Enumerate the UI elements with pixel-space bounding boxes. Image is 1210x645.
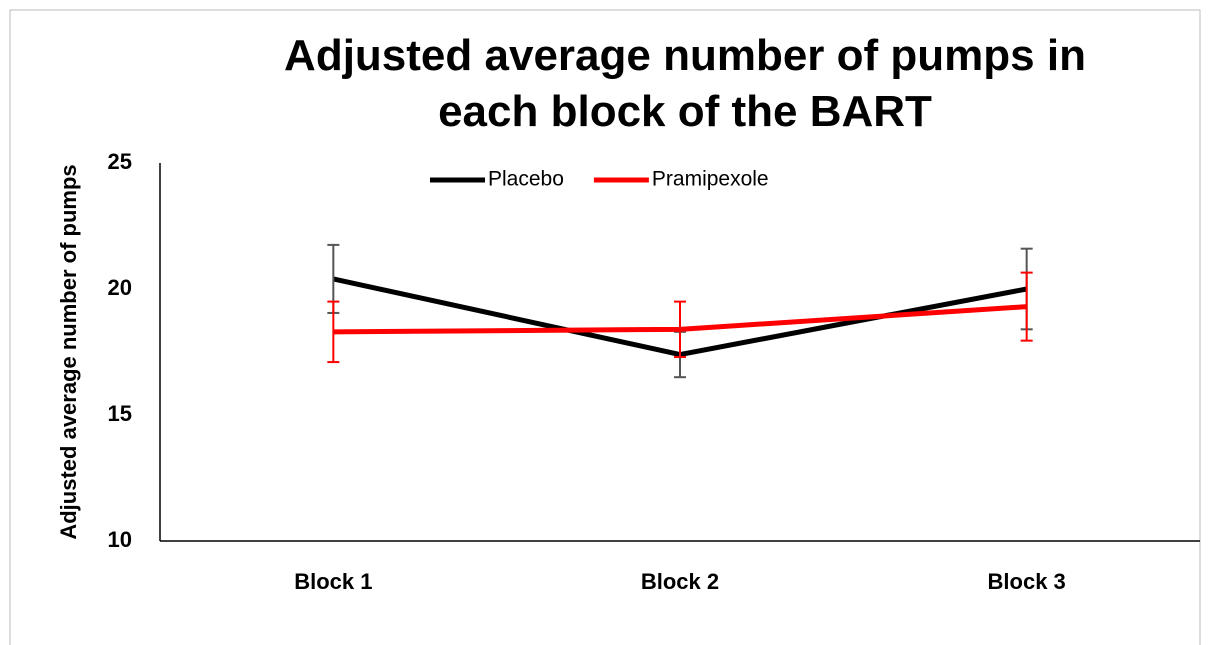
legend-label: Pramipexole bbox=[652, 168, 769, 191]
x-tick-label: Block 1 bbox=[294, 569, 372, 594]
y-axis-label: Adjusted average number of pumps bbox=[56, 164, 81, 539]
chart-title: Adjusted average number of pumps in each… bbox=[284, 31, 1086, 136]
y-tick-label: 25 bbox=[108, 149, 132, 174]
y-tick-label: 15 bbox=[108, 401, 132, 426]
y-tick-label: 20 bbox=[108, 275, 132, 300]
error-bar bbox=[327, 300, 340, 364]
frame bbox=[9, 9, 1201, 645]
error-bar bbox=[1020, 271, 1033, 342]
y-tick-label: 10 bbox=[108, 527, 132, 552]
x-tick-label: Block 3 bbox=[988, 569, 1066, 594]
x-tick-label: Block 2 bbox=[641, 569, 719, 594]
error-bar bbox=[674, 300, 686, 359]
legend-label: Placebo bbox=[488, 168, 564, 191]
